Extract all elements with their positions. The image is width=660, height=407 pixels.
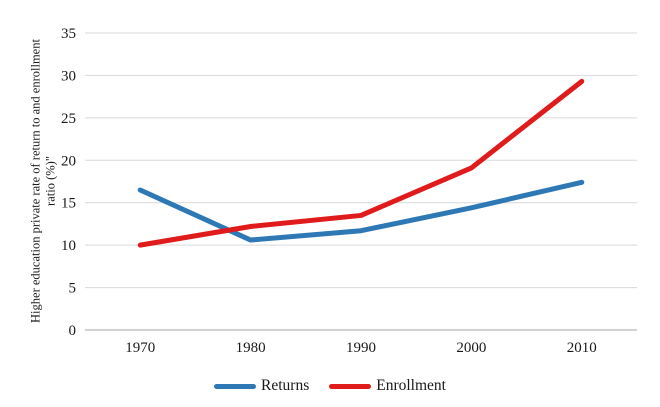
y-tick-label: 35 [61,26,76,42]
y-axis-title: Higher education private rate of return … [28,5,58,357]
legend-swatch-enrollment [329,383,372,389]
y-tick-label: 10 [61,238,76,254]
y-tick-label: 30 [61,68,76,84]
y-axis-title-line2: ratio (%)" [43,156,57,206]
series-line-returns [137,179,585,243]
legend-label-enrollment: Enrollment [376,377,446,394]
x-tick-label: 1980 [236,340,266,356]
series-line-enrollment [137,78,585,248]
x-tick-label: 1970 [125,340,155,356]
legend-label-returns: Returns [261,377,310,394]
legend: Returns Enrollment [0,377,660,395]
x-tick-label: 2000 [456,340,486,356]
legend-swatch-returns [214,383,257,389]
y-tick-label: 25 [61,111,76,127]
legend-item-enrollment: Enrollment [329,377,446,395]
y-tick-label: 15 [61,196,76,212]
y-axis-title-line1: Higher education private rate of return … [28,39,43,323]
legend-item-returns: Returns [214,377,309,395]
y-tick-label: 5 [69,281,77,297]
x-tick-label: 2010 [567,340,597,356]
y-tick-label: 20 [61,153,76,169]
y-tick-label: 0 [69,323,77,339]
x-tick-label: 1990 [346,340,376,356]
